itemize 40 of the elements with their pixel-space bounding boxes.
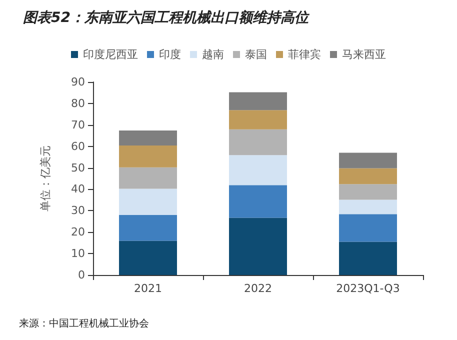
legend-label: 越南: [202, 48, 224, 61]
bar: [119, 167, 177, 189]
bar: [339, 152, 397, 168]
bar: [339, 184, 397, 200]
x-tick-label: 2021: [134, 282, 162, 295]
y-tick-label: 0: [78, 268, 85, 282]
bar: [119, 188, 177, 215]
bar: [229, 155, 287, 186]
chart-title: 图表52：东南亚六国工程机械出口额维持高位: [23, 9, 310, 26]
y-tick-label: 90: [71, 76, 85, 88]
y-tick-label: 40: [71, 182, 85, 196]
y-tick-label: 80: [71, 96, 85, 110]
legend-label: 马来西亚: [342, 48, 386, 61]
y-tick-label: 50: [71, 161, 85, 174]
bar: [229, 92, 287, 110]
y-tick-label: 70: [71, 118, 85, 132]
y-axis-title: 单位：亿美元: [39, 146, 52, 212]
y-tick-label: 30: [71, 204, 85, 218]
bar: [229, 110, 287, 130]
bar: [229, 129, 287, 156]
y-tick-label: 60: [71, 140, 85, 153]
bar: [229, 218, 287, 275]
legend-label: 菲律宾: [288, 48, 321, 61]
y-tick-label: 10: [71, 247, 85, 260]
bar: [119, 145, 177, 168]
bar: [339, 242, 397, 275]
bar: [119, 130, 177, 146]
bar: [119, 240, 177, 275]
source-note: 来源：中国工程机械工业协会: [19, 318, 149, 330]
bar: [119, 214, 177, 241]
bar: [339, 168, 397, 184]
legend-label: 泰国: [245, 48, 267, 61]
legend-label: 印度: [159, 48, 181, 61]
bar: [339, 214, 397, 242]
legend-label: 印度尼西亚: [83, 48, 138, 61]
bar: [339, 200, 397, 214]
bar: [229, 185, 287, 218]
x-tick-label: 2023Q1-Q3: [336, 282, 400, 295]
x-tick-label: 2022: [244, 282, 272, 295]
y-tick-label: 20: [71, 226, 85, 239]
